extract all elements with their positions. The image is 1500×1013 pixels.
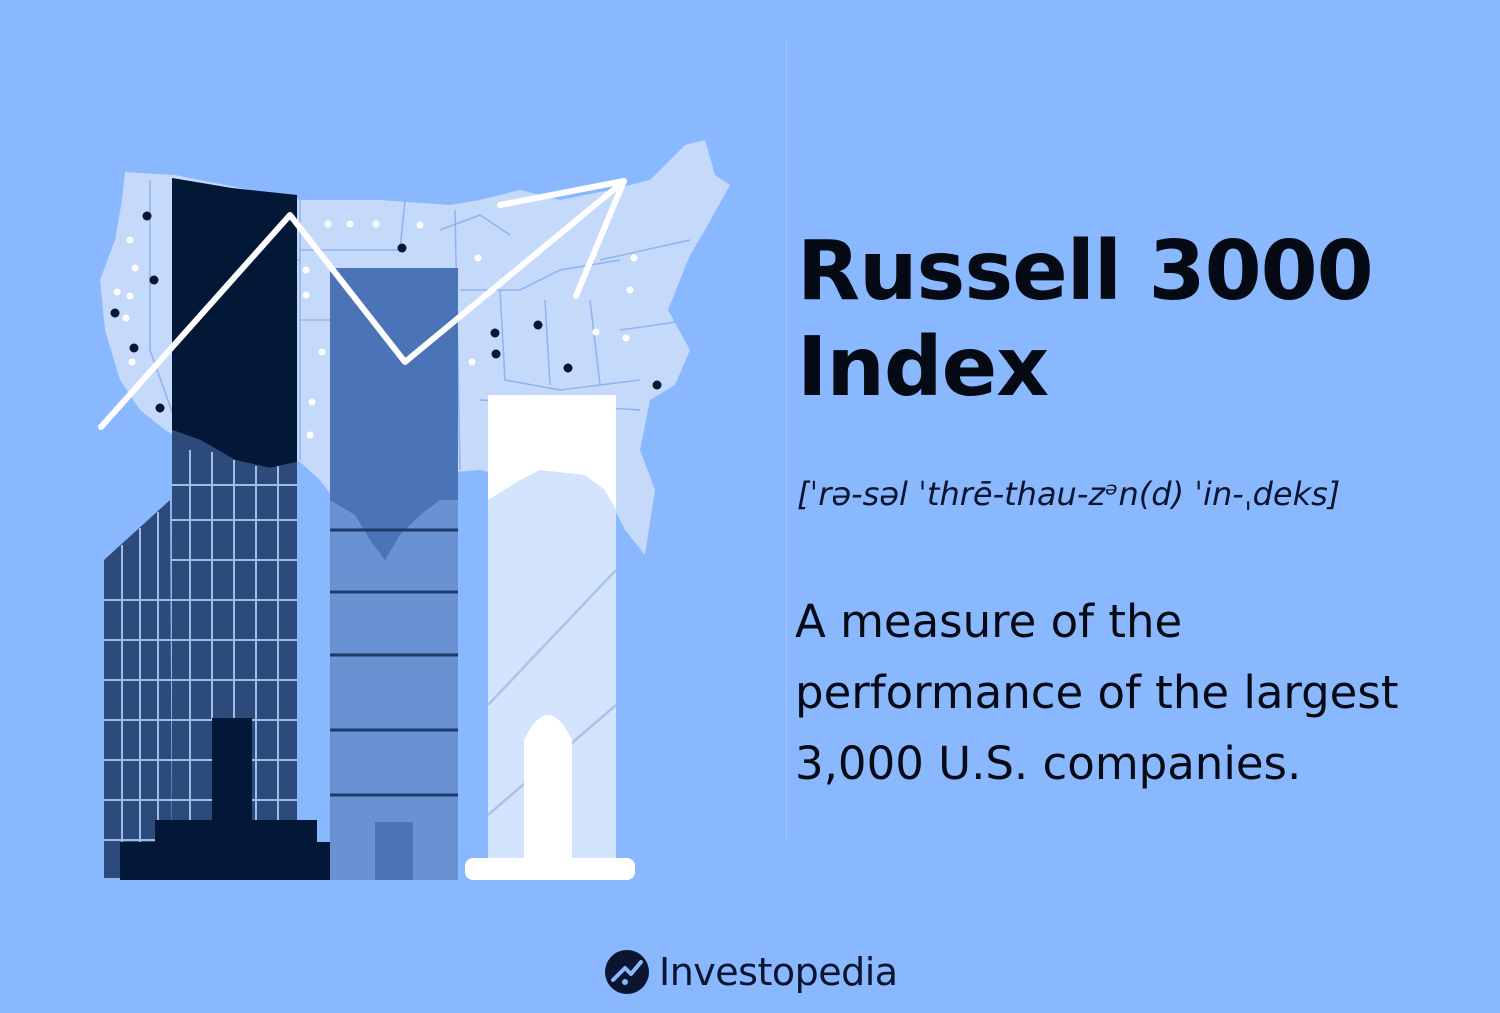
city-dots bbox=[110, 211, 662, 439]
illustration bbox=[98, 140, 730, 880]
title-line-1: Russell 3000 bbox=[797, 224, 1374, 319]
skyscraper-icon bbox=[330, 268, 458, 880]
brand-name: Investopedia bbox=[659, 950, 898, 994]
definition-line-1: A measure of the bbox=[795, 595, 1183, 648]
pronunciation: [ˈrə-səl ˈthrē-thau-zᵊn(d) ˈin-ˌdeks] bbox=[797, 475, 1341, 513]
page-title: Russell 3000 Index bbox=[797, 224, 1457, 416]
investopedia-logo-icon bbox=[605, 950, 649, 994]
skyscraper-icon bbox=[104, 178, 345, 880]
divider-line bbox=[786, 40, 787, 840]
brand-footer: Investopedia bbox=[603, 944, 898, 1000]
rising-arrow-icon bbox=[98, 178, 627, 430]
skyscraper-icon bbox=[465, 395, 635, 880]
title-line-2: Index bbox=[797, 320, 1049, 415]
definition-text: A measure of the performance of the larg… bbox=[795, 586, 1475, 799]
definition-line-3: 3,000 U.S. companies. bbox=[795, 737, 1302, 790]
definition-line-2: performance of the largest bbox=[795, 666, 1399, 719]
